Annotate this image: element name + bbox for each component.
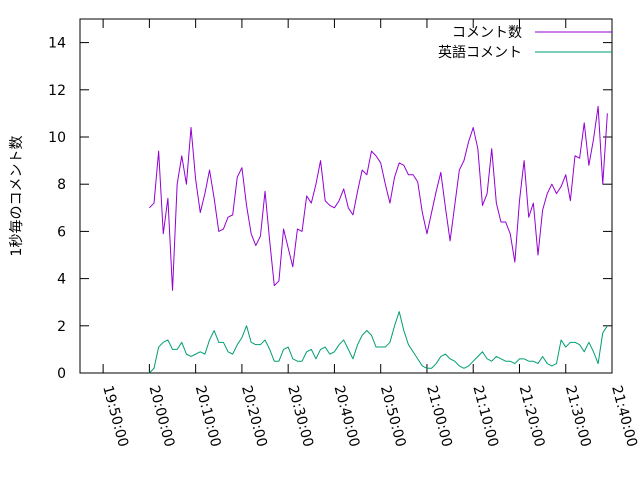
- x-tick-label: 21:00:00: [423, 384, 455, 449]
- x-tick-label: 20:50:00: [377, 384, 409, 449]
- legend-label-english-comment: 英語コメント: [438, 44, 522, 61]
- x-tick-label: 19:50:00: [99, 384, 131, 449]
- x-tick-label: 20:40:00: [331, 384, 363, 449]
- plot-frame: [79, 18, 613, 374]
- x-tick-label: 21:20:00: [516, 384, 548, 449]
- y-tick-label: 0: [57, 366, 66, 382]
- y-tick-label: 14: [48, 36, 66, 52]
- x-tick-label: 20:10:00: [192, 384, 224, 449]
- x-tick-label: 20:30:00: [284, 384, 316, 449]
- legend-label-comment-count: コメント数: [452, 25, 522, 41]
- y-tick-label: 6: [57, 224, 66, 240]
- y-axis-label: 1秒毎のコメント数: [9, 136, 25, 257]
- y-tick-label: 4: [57, 272, 66, 288]
- y-tick-label: 12: [48, 83, 66, 99]
- y-tick-label: 2: [57, 319, 66, 335]
- x-tick-label: 21:40:00: [608, 384, 640, 449]
- series-line-2: [149, 311, 608, 374]
- x-tick-label: 21:10:00: [469, 384, 501, 449]
- x-tick-label: 21:30:00: [562, 384, 594, 449]
- legend: コメント数 英語コメント: [438, 25, 612, 61]
- series-line-1: [149, 105, 608, 291]
- series-layer: [149, 105, 608, 374]
- x-tick-label: 20:20:00: [238, 384, 270, 449]
- y-tick-label: 10: [48, 130, 66, 146]
- y-tick-label: 8: [57, 177, 66, 193]
- x-tick-label: 20:00:00: [146, 384, 178, 449]
- axis-ticks: 0 2 4 6 8 10 12 14 19:50:00 20:00:00 20:10:00 20:20…: [48, 19, 640, 449]
